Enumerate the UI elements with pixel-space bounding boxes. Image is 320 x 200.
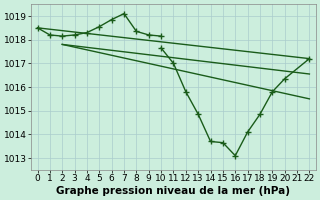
X-axis label: Graphe pression niveau de la mer (hPa): Graphe pression niveau de la mer (hPa) [56,186,291,196]
